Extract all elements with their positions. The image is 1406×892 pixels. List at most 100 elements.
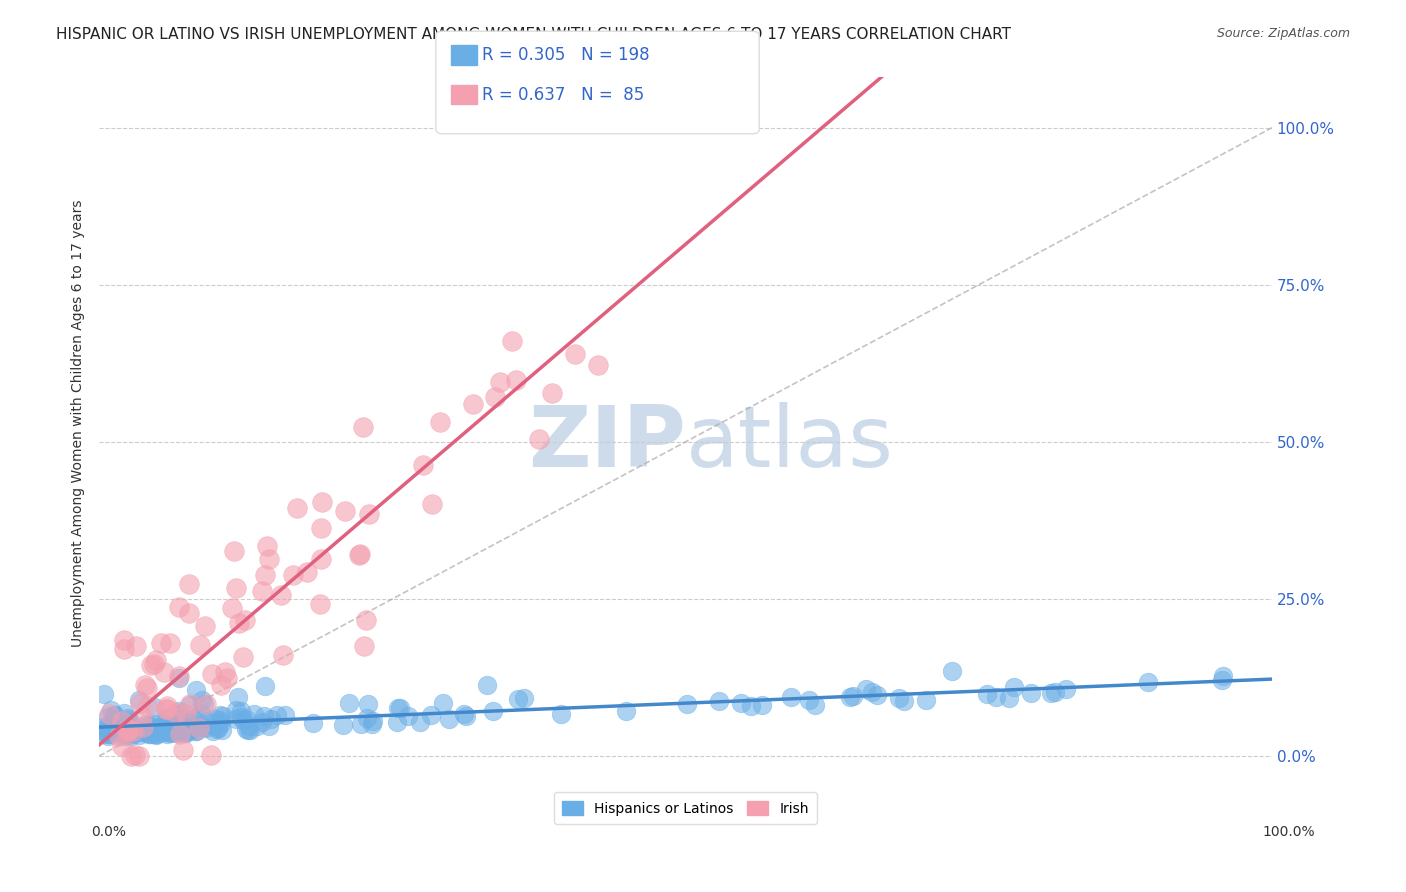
Point	[412, 458, 434, 472]
Point	[429, 416, 451, 430]
Point	[432, 696, 454, 710]
Point	[139, 719, 162, 733]
Point	[141, 658, 163, 673]
Point	[1211, 673, 1233, 687]
Point	[527, 432, 550, 446]
Point	[301, 716, 323, 731]
Point	[209, 677, 232, 691]
Point	[233, 613, 256, 627]
Point	[118, 721, 141, 735]
Point	[93, 687, 115, 701]
Point	[804, 698, 827, 713]
Point	[145, 725, 167, 739]
Text: HISPANIC OR LATINO VS IRISH UNEMPLOYMENT AMONG WOMEN WITH CHILDREN AGES 6 TO 17 : HISPANIC OR LATINO VS IRISH UNEMPLOYMENT…	[56, 27, 1011, 42]
Point	[160, 724, 183, 739]
Point	[188, 638, 211, 652]
Point	[221, 600, 243, 615]
Point	[740, 699, 762, 714]
Point	[156, 712, 179, 726]
Point	[107, 721, 129, 735]
Point	[409, 714, 432, 729]
Point	[257, 551, 280, 566]
Point	[139, 726, 162, 740]
Point	[118, 723, 141, 737]
Point	[108, 728, 131, 742]
Point	[352, 420, 374, 434]
Point	[463, 397, 485, 411]
Point	[997, 690, 1019, 705]
Point	[281, 567, 304, 582]
Point	[1212, 669, 1234, 683]
Point	[489, 375, 512, 389]
Text: R = 0.305   N = 198: R = 0.305 N = 198	[482, 46, 650, 64]
Text: ZIP: ZIP	[527, 402, 686, 485]
Legend: Hispanics or Latinos, Irish: Hispanics or Latinos, Irish	[554, 792, 817, 824]
Point	[94, 721, 117, 735]
Point	[128, 696, 150, 710]
Point	[112, 718, 135, 732]
Point	[941, 665, 963, 679]
Point	[179, 606, 201, 620]
Point	[842, 689, 865, 703]
Point	[160, 726, 183, 740]
Point	[356, 711, 378, 725]
Point	[191, 720, 214, 734]
Point	[153, 721, 176, 735]
Point	[103, 714, 125, 728]
Point	[112, 641, 135, 656]
Point	[143, 722, 166, 736]
Point	[97, 718, 120, 732]
Point	[156, 727, 179, 741]
Point	[170, 725, 193, 739]
Point	[120, 722, 142, 736]
Point	[209, 715, 232, 730]
Point	[163, 719, 186, 733]
Point	[201, 723, 224, 738]
Point	[167, 704, 190, 718]
Point	[388, 700, 411, 714]
Point	[214, 665, 236, 680]
Point	[167, 671, 190, 685]
Point	[157, 717, 180, 731]
Point	[152, 722, 174, 736]
Point	[153, 665, 176, 679]
Point	[128, 728, 150, 742]
Point	[134, 678, 156, 692]
Point	[456, 709, 478, 723]
Point	[117, 722, 139, 736]
Point	[127, 725, 149, 739]
Point	[453, 707, 475, 722]
Point	[121, 721, 143, 735]
Point	[136, 699, 159, 714]
Point	[124, 722, 146, 736]
Point	[211, 723, 233, 738]
Text: atlas: atlas	[686, 402, 894, 485]
Point	[270, 588, 292, 602]
Point	[184, 682, 207, 697]
Point	[420, 497, 443, 511]
Point	[349, 547, 371, 561]
Point	[181, 720, 204, 734]
Point	[419, 707, 441, 722]
Point	[540, 385, 562, 400]
Point	[350, 716, 373, 731]
Y-axis label: Unemployment Among Women with Children Ages 6 to 17 years: Unemployment Among Women with Children A…	[72, 199, 86, 647]
Point	[751, 698, 773, 712]
Point	[243, 706, 266, 721]
Point	[238, 719, 260, 733]
Point	[103, 719, 125, 733]
Point	[166, 709, 188, 723]
Point	[150, 636, 173, 650]
Point	[212, 709, 235, 723]
Point	[121, 727, 143, 741]
Point	[333, 504, 356, 518]
Point	[385, 714, 408, 729]
Point	[136, 724, 159, 739]
Point	[780, 690, 803, 705]
Point	[120, 714, 142, 729]
Point	[160, 723, 183, 737]
Point	[208, 708, 231, 723]
Point	[155, 702, 177, 716]
Point	[225, 712, 247, 726]
Point	[124, 747, 146, 762]
